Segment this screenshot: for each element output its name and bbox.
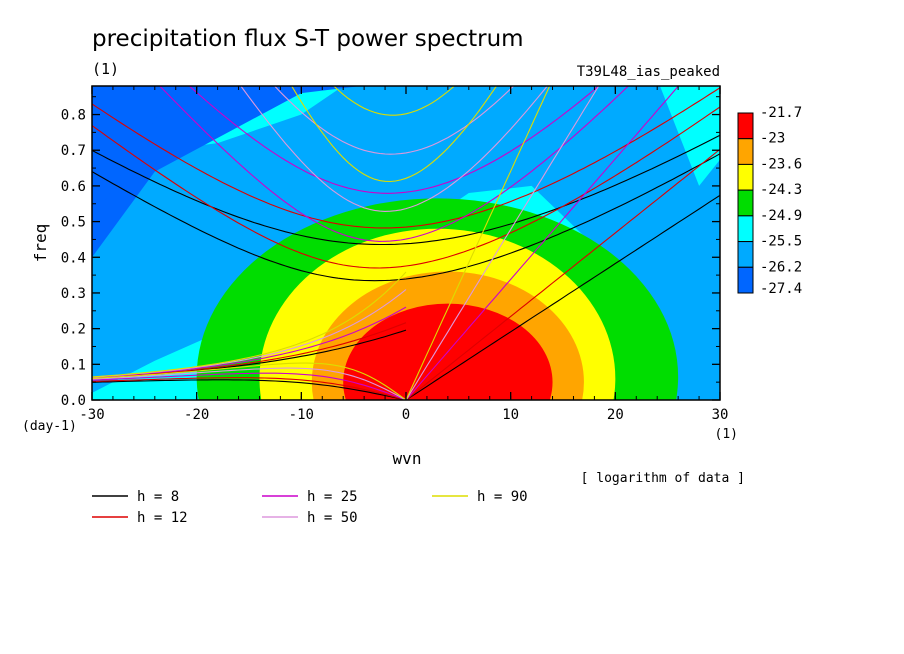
title-units: (1) [92, 60, 119, 78]
contour-band [379, 328, 516, 400]
dispersion-curve [92, 153, 720, 282]
colorbar: -21.7 -23 -23.6 -24.3 -24.9 -25.5 -26.2 -27.4 [737, 105, 802, 297]
colorbar-label: -21.7 [760, 105, 802, 121]
x-tick-label: -30 [79, 407, 104, 423]
dispersion-curve [92, 367, 407, 400]
colorbar-swatch [737, 189, 754, 217]
x-axis-label: wvn [393, 449, 422, 468]
dispersion-curve [273, 86, 515, 155]
dispersion-curve [92, 362, 407, 400]
plot-area [92, 86, 720, 400]
dispersion-curve [92, 377, 407, 400]
y-tick-label: 0.0 [61, 393, 86, 409]
colorbar-label: -24.3 [760, 182, 802, 198]
dispersion-curve [405, 194, 720, 400]
colorbar-swatch [737, 112, 754, 140]
y-tick-label: 0.3 [61, 286, 86, 302]
dispersion-curve [405, 86, 600, 400]
contour-band [92, 86, 362, 258]
run-label: T39L48_ias_peaked [577, 64, 720, 80]
x-tick-label: -10 [289, 407, 314, 423]
y-tick-label: 0.5 [61, 215, 86, 231]
dispersion-curve [92, 306, 407, 379]
colorbar-swatch [737, 215, 754, 243]
colorbar-swatch [737, 241, 754, 268]
x-axis: -30 -20 -10 0 10 20 30 [79, 86, 728, 423]
dispersion-curve [92, 271, 407, 378]
colorbar-label: -23 [760, 131, 785, 147]
y-tick-label: 0.6 [61, 179, 86, 195]
dispersion-curve [291, 86, 498, 183]
x-tick-label: 10 [502, 407, 519, 423]
dispersion-curve [92, 134, 720, 246]
y-axis: 0.0 0.1 0.2 0.3 0.4 0.5 0.6 0.7 0.8 [61, 96, 720, 409]
x-units: (1) [715, 427, 738, 442]
dispersion-curve [92, 322, 407, 379]
dispersion-curve [92, 379, 407, 400]
y-units: (day-1) [22, 419, 77, 434]
dispersion-curve [240, 86, 549, 212]
legend-label: h = 12 [137, 510, 188, 526]
legend-label: h = 8 [137, 489, 179, 505]
colorbar-label: -24.9 [760, 208, 802, 224]
y-tick-label: 0.1 [61, 357, 86, 373]
chart-title: precipitation flux S-T power spectrum [92, 26, 524, 52]
data-note: [ logarithm of data ] [581, 471, 745, 486]
colorbar-label: -27.4 [760, 281, 802, 297]
y-tick-label: 0.8 [61, 108, 86, 124]
contour-band [92, 86, 176, 222]
y-tick-label: 0.7 [61, 143, 86, 159]
x-tick-label: 0 [402, 407, 410, 423]
colorbar-label: -23.6 [760, 156, 802, 172]
x-tick-label: 30 [712, 407, 729, 423]
colorbar-swatch [737, 163, 754, 191]
legend-label: h = 90 [477, 489, 528, 505]
y-tick-label: 0.2 [61, 322, 86, 338]
dispersion-curve [92, 372, 407, 400]
y-tick-label: 0.4 [61, 250, 86, 266]
colorbar-swatch [737, 138, 754, 165]
colorbar-label: -25.5 [760, 234, 802, 250]
dispersion-curve [92, 87, 720, 229]
colorbar-label: -26.2 [760, 259, 802, 275]
legend-label: h = 50 [307, 510, 358, 526]
dispersion-curve [405, 86, 551, 400]
dispersion-legend: h = 8 h = 12 h = 25 h = 50 h = 90 [92, 489, 528, 526]
dispersion-curve [158, 86, 630, 242]
dispersion-curve [405, 148, 720, 400]
x-tick-label: -20 [184, 407, 209, 423]
dispersion-curve [332, 86, 456, 116]
legend-label: h = 25 [307, 489, 358, 505]
colorbar-swatch [737, 266, 754, 294]
y-axis-label: freq [31, 224, 50, 263]
dispersion-curve [92, 106, 720, 269]
x-tick-label: 20 [607, 407, 624, 423]
dispersion-curve [405, 86, 680, 400]
